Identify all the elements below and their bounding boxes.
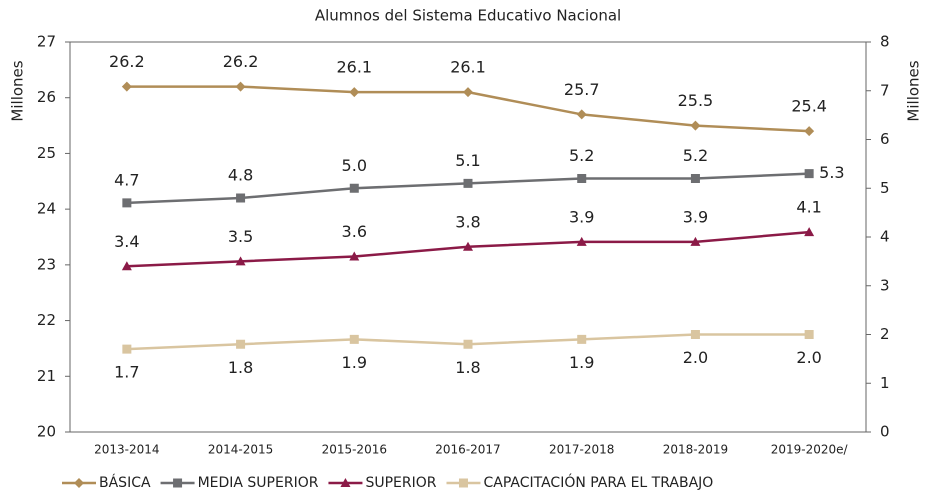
point [349, 251, 360, 261]
legend-marker [74, 478, 84, 488]
legend-marker [458, 478, 468, 488]
data-label: 5.2 [569, 146, 594, 165]
y2-tick-label: 7 [880, 81, 890, 99]
point [690, 330, 700, 339]
point [576, 236, 587, 246]
data-label: 1.9 [569, 353, 594, 372]
data-label: 4.1 [796, 198, 821, 217]
data-label: 3.9 [683, 207, 708, 226]
data-label: 3.8 [455, 212, 480, 231]
y2-tick-label: 8 [880, 33, 890, 51]
y-axis-title: Millones [9, 60, 27, 121]
y-tick-label: 25 [37, 144, 56, 162]
data-label: 3.6 [342, 222, 367, 241]
point [236, 339, 246, 349]
data-label: 1.8 [455, 358, 480, 377]
legend-label: SUPERIOR [365, 475, 436, 491]
point [690, 120, 701, 131]
x-tick-label: 2016-2017 [435, 443, 500, 457]
point [577, 174, 587, 183]
y-tick-label: 23 [37, 255, 56, 273]
data-label: 25.5 [678, 91, 714, 110]
x-tick-label: 2018-2019 [663, 443, 728, 457]
point [121, 81, 132, 92]
y-tick-label: 27 [37, 33, 56, 51]
data-label: 1.8 [228, 358, 253, 377]
data-label: 4.7 [114, 170, 139, 189]
legend-marker [340, 478, 351, 487]
point [804, 330, 814, 339]
y-tick-label: 21 [37, 367, 56, 385]
y2-tick-label: 5 [880, 179, 890, 197]
data-label: 5.1 [455, 151, 480, 170]
chart-title: Alumnos del Sistema Educativo Nacional [315, 7, 621, 25]
point [121, 261, 132, 271]
point [349, 183, 359, 193]
data-label: 26.2 [223, 52, 259, 71]
y2-tick-label: 0 [880, 423, 890, 441]
point [349, 87, 360, 98]
data-label: 5.2 [683, 146, 708, 165]
y2-tick-label: 4 [880, 228, 890, 246]
point [122, 344, 132, 354]
point [577, 334, 587, 344]
data-label: 26.1 [450, 58, 486, 77]
x-tick-label: 2014-2015 [208, 443, 273, 457]
data-label: 2.0 [796, 348, 821, 367]
point [463, 178, 473, 188]
data-label: 25.7 [564, 80, 600, 99]
data-label: 26.1 [336, 58, 372, 77]
point [690, 236, 701, 246]
y2-tick-label: 6 [880, 130, 890, 148]
legend-label: BÁSICA [99, 474, 151, 491]
point [804, 126, 815, 137]
data-label: 3.9 [569, 207, 594, 226]
y-tick-label: 20 [37, 423, 56, 441]
y2-tick-label: 2 [880, 325, 890, 343]
point [804, 169, 814, 179]
data-label: 1.9 [342, 353, 367, 372]
data-label: 26.2 [109, 52, 145, 71]
legend-label: MEDIA SUPERIOR [198, 475, 319, 491]
data-label: 1.7 [114, 363, 139, 382]
x-tick-label: 2015-2016 [322, 443, 387, 457]
point [576, 109, 587, 120]
data-label: 4.8 [228, 166, 253, 185]
x-tick-label: 2017-2018 [549, 443, 614, 457]
data-label: 5.0 [342, 156, 367, 175]
y-tick-label: 22 [37, 311, 56, 329]
point [804, 227, 815, 237]
x-tick-label: 2013-2014 [94, 443, 159, 457]
point [235, 81, 246, 92]
legend-marker [173, 478, 183, 488]
data-label: 5.3 [819, 163, 844, 182]
point [463, 87, 473, 98]
data-label: 25.4 [791, 97, 827, 116]
y-tick-label: 26 [37, 88, 56, 106]
point [122, 198, 132, 208]
y2-tick-label: 1 [880, 374, 890, 392]
data-label: 2.0 [683, 348, 708, 367]
point [236, 193, 246, 203]
point [463, 241, 473, 251]
point [463, 339, 473, 349]
point [235, 256, 246, 266]
x-tick-label: 2019-2020e/ [771, 443, 849, 457]
legend-label: CAPACITACIÓN PARA EL TRABAJO [483, 473, 713, 491]
y2-axis-title: Millones [905, 60, 923, 121]
point [349, 334, 359, 344]
y2-tick-label: 3 [880, 276, 890, 294]
data-label: 3.4 [114, 232, 139, 251]
point [690, 174, 700, 183]
y-tick-label: 24 [37, 200, 56, 218]
data-label: 3.5 [228, 227, 253, 246]
